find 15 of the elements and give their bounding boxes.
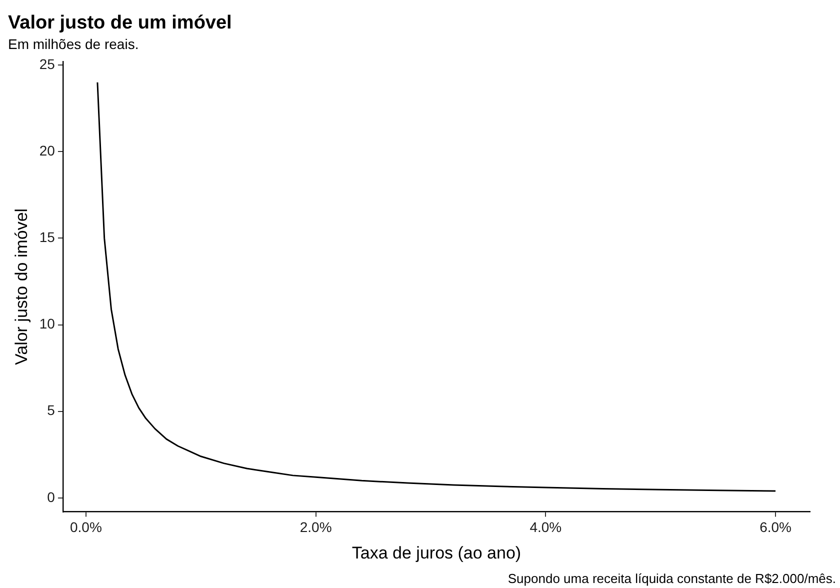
chart-title: Valor justo de um imóvel <box>8 12 232 34</box>
chart-subtitle: Em milhões de reais. <box>8 36 139 52</box>
y-tick-label: 20 <box>39 142 56 158</box>
y-tick-label: 10 <box>39 316 56 332</box>
y-tick-label: 5 <box>47 402 56 418</box>
y-tick-label: 15 <box>39 229 56 246</box>
x-tick-label: 0.0% <box>70 519 102 536</box>
x-tick-label: 4.0% <box>530 519 562 536</box>
x-tick-label: 2.0% <box>300 519 332 536</box>
y-axis-title: Valor justo do imóvel <box>12 208 31 365</box>
x-tick-label: 6.0% <box>760 519 792 536</box>
y-tick-label: 0 <box>47 488 56 505</box>
text: Supondo uma receita líquida constante de R$2.000/mês. <box>508 571 836 586</box>
x-axis-title: Taxa de juros (ao ano) <box>352 543 522 562</box>
y-tick-label: 25 <box>39 56 56 72</box>
